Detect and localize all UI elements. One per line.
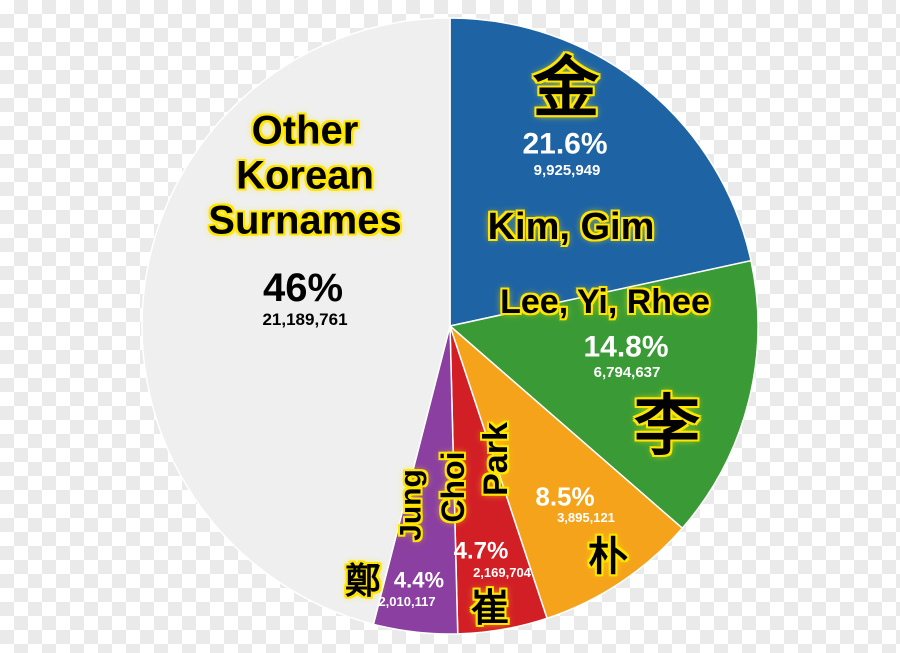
pie-svg xyxy=(0,0,900,653)
chart-stage: 金 21.6% 9,925,949 Kim, Gim Lee, Yi, Rhee… xyxy=(0,0,900,653)
